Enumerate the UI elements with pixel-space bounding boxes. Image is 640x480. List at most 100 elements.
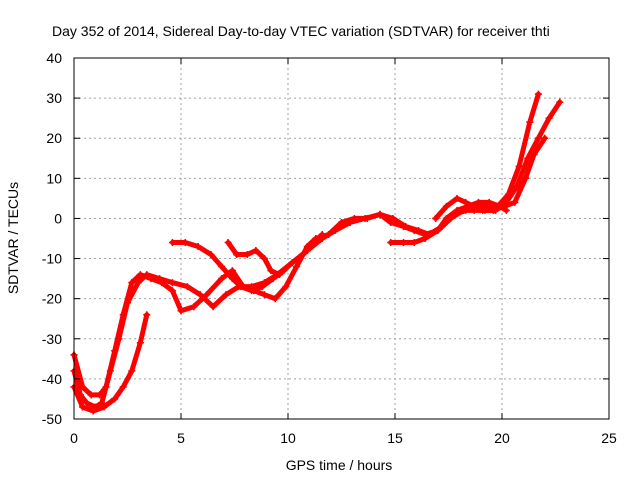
data-point: [530, 150, 538, 158]
data-point: [275, 271, 283, 279]
data-point: [237, 283, 245, 291]
y-tick-label: -40: [42, 371, 62, 387]
data-point: [400, 222, 408, 230]
data-point: [325, 230, 333, 238]
data-point: [87, 391, 95, 399]
data-point: [203, 291, 211, 299]
x-tick-label: 5: [177, 430, 185, 446]
data-point: [500, 202, 508, 210]
data-point: [434, 226, 442, 234]
series-track-g: [432, 134, 549, 222]
series-track: [433, 135, 548, 221]
data-point: [128, 367, 136, 375]
x-tick-label: 15: [387, 430, 403, 446]
grid-layer: [74, 58, 609, 419]
data-point: [128, 279, 136, 287]
data-point: [410, 239, 418, 247]
x-tick-label: 10: [280, 430, 296, 446]
data-point: [258, 283, 266, 291]
data-point: [183, 283, 191, 291]
data-point: [410, 226, 418, 234]
data-point: [442, 202, 450, 210]
data-point: [102, 383, 110, 391]
data-point: [387, 239, 395, 247]
data-point: [271, 295, 279, 303]
series-track: [71, 99, 563, 398]
data-point: [79, 403, 87, 411]
data-point: [79, 383, 87, 391]
data-point: [134, 279, 142, 287]
data-point: [136, 271, 144, 279]
x-axis-title: GPS time / hours: [286, 457, 393, 473]
data-point: [181, 239, 189, 247]
data-point: [545, 114, 553, 122]
data-point: [196, 291, 204, 299]
data-point: [318, 230, 326, 238]
y-tick-label: 20: [46, 130, 62, 146]
data-point: [350, 214, 358, 222]
data-point: [310, 239, 318, 247]
tick-label-layer: 0 5 10 15 20 25 -50 -40 -30 -20 -10 0 10 20 30 40: [42, 50, 617, 446]
data-point: [462, 198, 470, 206]
data-point: [515, 162, 523, 170]
data-point: [524, 154, 532, 162]
data-point: [190, 303, 198, 311]
data-point: [269, 275, 277, 283]
data-point: [119, 383, 127, 391]
data-point: [136, 339, 144, 347]
data-point: [147, 275, 155, 283]
plot-frame: [73, 57, 610, 420]
data-point: [228, 267, 236, 275]
y-tick-label: -20: [42, 291, 62, 307]
data-point: [387, 218, 395, 226]
series-track-b: [70, 98, 564, 399]
data-point: [474, 198, 482, 206]
data-point: [432, 214, 440, 222]
y-tick-label: -30: [42, 331, 62, 347]
data-point: [218, 263, 226, 271]
data-point: [421, 235, 429, 242]
data-point: [442, 214, 450, 222]
data-point: [252, 247, 260, 255]
data-point: [243, 251, 251, 259]
data-point: [338, 218, 345, 226]
chart-title: Day 352 of 2014, Sidereal Day-to-day VTE…: [52, 23, 550, 39]
data-point: [280, 267, 288, 275]
data-point: [248, 287, 256, 295]
data-point: [293, 263, 301, 271]
x-tick-label: 25: [601, 430, 617, 446]
data-point: [168, 279, 176, 287]
data-point: [267, 267, 275, 275]
data-point: [288, 259, 296, 267]
data-point: [479, 206, 487, 214]
data-point: [511, 198, 519, 206]
data-point: [489, 206, 497, 214]
data-point: [209, 303, 217, 311]
data-point: [556, 98, 564, 106]
data-point: [168, 287, 176, 295]
data-point: [207, 251, 215, 259]
series-track-c: [70, 311, 151, 415]
y-tick-label: 30: [46, 90, 62, 106]
data-point: [218, 275, 226, 283]
data-point: [119, 311, 127, 319]
series-track-d: [168, 230, 326, 295]
data-point: [224, 239, 232, 247]
y-axis-title: SDTVAR / TECUs: [5, 182, 21, 294]
data-point: [400, 239, 408, 247]
data-point: [100, 403, 108, 411]
data-point: [282, 283, 290, 291]
data-point: [143, 311, 151, 319]
x-tick-label: 20: [494, 430, 510, 446]
data-point: [485, 198, 493, 206]
data-point: [299, 251, 307, 259]
data-layer: [70, 90, 564, 415]
data-point: [177, 307, 185, 315]
data-point: [228, 275, 236, 283]
x-tick-label: 0: [70, 430, 78, 446]
data-point: [526, 118, 534, 126]
data-point: [168, 239, 176, 247]
data-point: [260, 255, 268, 263]
data-point: [453, 206, 461, 214]
